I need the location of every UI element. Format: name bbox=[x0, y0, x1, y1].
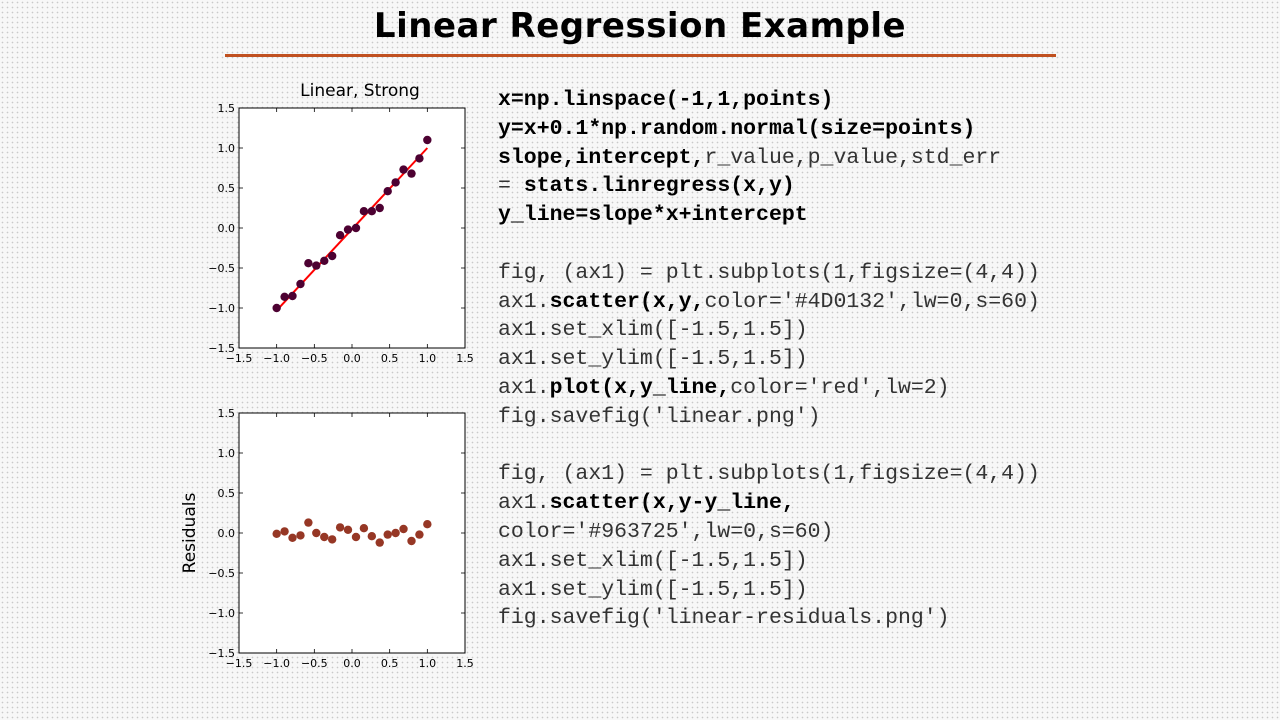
data-point bbox=[391, 178, 400, 187]
data-point bbox=[367, 532, 377, 541]
y-tick-label: −1.5 bbox=[208, 342, 235, 355]
y-tick-label: −0.5 bbox=[208, 567, 235, 580]
code-line-11: fig.savefig('linear.png') bbox=[498, 404, 821, 429]
y-tick-label: 1.5 bbox=[218, 102, 236, 115]
data-point bbox=[304, 518, 313, 527]
data-point bbox=[375, 203, 384, 213]
code-line-2: y=x+0.1*np.random.normal(size=points) bbox=[498, 116, 976, 141]
data-point bbox=[399, 165, 408, 174]
data-point bbox=[304, 259, 313, 268]
title-divider bbox=[225, 54, 1056, 57]
slide-title: Linear Regression Example bbox=[373, 6, 907, 46]
data-point bbox=[407, 536, 416, 546]
data-point bbox=[335, 523, 345, 532]
data-point bbox=[359, 524, 369, 533]
data-point bbox=[383, 187, 392, 196]
y-axis-label: Residuals bbox=[180, 493, 200, 574]
x-tick-label: −1.5 bbox=[226, 657, 253, 670]
data-point bbox=[423, 135, 432, 145]
x-tick-label: −1.0 bbox=[263, 657, 290, 670]
y-tick-label: 0.0 bbox=[218, 222, 236, 235]
y-tick-label: −1.0 bbox=[208, 607, 235, 620]
data-point bbox=[343, 225, 353, 234]
x-tick-label: 0.0 bbox=[343, 352, 361, 365]
code-line-15: ax1.set_xlim([-1.5,1.5]) bbox=[498, 548, 808, 573]
code-line-5: y_line=slope*x+intercept bbox=[498, 203, 808, 228]
data-point bbox=[423, 520, 432, 529]
x-tick-label: −1.5 bbox=[226, 352, 253, 365]
x-tick-label: 1.5 bbox=[456, 352, 474, 365]
x-tick-label: −0.5 bbox=[301, 657, 328, 670]
y-tick-label: 0.0 bbox=[218, 527, 236, 540]
data-point bbox=[367, 207, 377, 216]
plot-frame bbox=[238, 412, 466, 654]
data-point bbox=[320, 256, 329, 265]
code-line-3: slope,intercept,r_value,p_value,std_err bbox=[498, 145, 1002, 170]
x-tick-label: 1.5 bbox=[456, 657, 474, 670]
x-tick-label: −0.5 bbox=[301, 352, 328, 365]
x-tick-label: 0.5 bbox=[381, 352, 399, 365]
y-tick-label: 0.5 bbox=[218, 487, 236, 500]
code-line-8: ax1.set_xlim([-1.5,1.5]) bbox=[498, 318, 808, 343]
code-line-4: = stats.linregress(x,y) bbox=[498, 174, 795, 199]
data-point bbox=[407, 169, 416, 178]
code-line-17: fig.savefig('linear-residuals.png') bbox=[498, 606, 950, 631]
y-tick-label: −0.5 bbox=[208, 262, 235, 275]
data-point bbox=[280, 292, 289, 301]
data-point bbox=[391, 528, 400, 538]
code-line-10: ax1.plot(x,y_line,color='red',lw=2) bbox=[498, 375, 950, 400]
data-point bbox=[312, 261, 321, 270]
plot-frame bbox=[238, 107, 466, 349]
data-point bbox=[272, 529, 281, 538]
code-line-14: color='#963725',lw=0,s=60) bbox=[498, 519, 834, 544]
data-point bbox=[320, 532, 329, 542]
code-line-9: ax1.set_ylim([-1.5,1.5]) bbox=[498, 347, 808, 372]
code-line-13: ax1.scatter(x,y-y_line, bbox=[498, 491, 795, 516]
y-tick-label: 0.5 bbox=[218, 182, 236, 195]
y-tick-label: 1.5 bbox=[218, 407, 236, 420]
data-point bbox=[327, 535, 337, 544]
data-point bbox=[327, 251, 337, 261]
data-point bbox=[351, 223, 361, 233]
scatter-chart-linear-strong: Linear, Strong −1.5 −1.0 −0.5 0.0 0.5 1.0 1.5 1.… bbox=[208, 81, 474, 365]
y-tick-label: −1.5 bbox=[208, 647, 235, 660]
data-point bbox=[343, 525, 353, 534]
data-point bbox=[272, 303, 281, 313]
data-point bbox=[296, 279, 305, 289]
data-point bbox=[399, 524, 408, 534]
data-point bbox=[375, 538, 384, 547]
x-tick-label: 1.0 bbox=[419, 657, 437, 670]
code-line-16: ax1.set_ylim([-1.5,1.5]) bbox=[498, 577, 808, 602]
data-point bbox=[288, 291, 297, 301]
data-point bbox=[383, 530, 392, 539]
data-point bbox=[335, 231, 345, 240]
code-line-1: x=np.linspace(-1,1,points) bbox=[498, 88, 834, 112]
x-tick-label: −1.0 bbox=[263, 352, 290, 365]
y-tick-label: 1.0 bbox=[218, 447, 236, 460]
data-point bbox=[288, 533, 297, 542]
data-point bbox=[296, 531, 305, 540]
y-tick-label: 1.0 bbox=[218, 142, 236, 155]
data-point bbox=[415, 530, 424, 539]
code-line-6: fig, (ax1) = plt.subplots(1,figsize=(4,4… bbox=[498, 260, 1040, 285]
code-line-12: fig, (ax1) = plt.subplots(1,figsize=(4,4… bbox=[498, 462, 1040, 487]
data-point bbox=[359, 207, 369, 216]
x-tick-label: 0.0 bbox=[343, 657, 361, 670]
x-tick-label: 0.5 bbox=[381, 657, 399, 670]
code-line-7: ax1.scatter(x,y,color='#4D0132',lw=0,s=6… bbox=[498, 289, 1040, 314]
data-point bbox=[312, 528, 321, 538]
data-point bbox=[415, 154, 424, 163]
data-point bbox=[351, 532, 361, 542]
chart-title: Linear, Strong bbox=[300, 81, 420, 101]
x-tick-label: 1.0 bbox=[419, 352, 437, 365]
scatter-chart-residuals: Residuals −1.5 −1.0 −0.5 0.0 0.5 1.0 1.5 1.5 1.0 0… bbox=[180, 407, 474, 670]
y-tick-label: −1.0 bbox=[208, 302, 235, 315]
data-point bbox=[280, 527, 289, 536]
code-block: x=np.linspace(-1,1,points) y=x+0.1*np.ran… bbox=[498, 86, 1040, 633]
